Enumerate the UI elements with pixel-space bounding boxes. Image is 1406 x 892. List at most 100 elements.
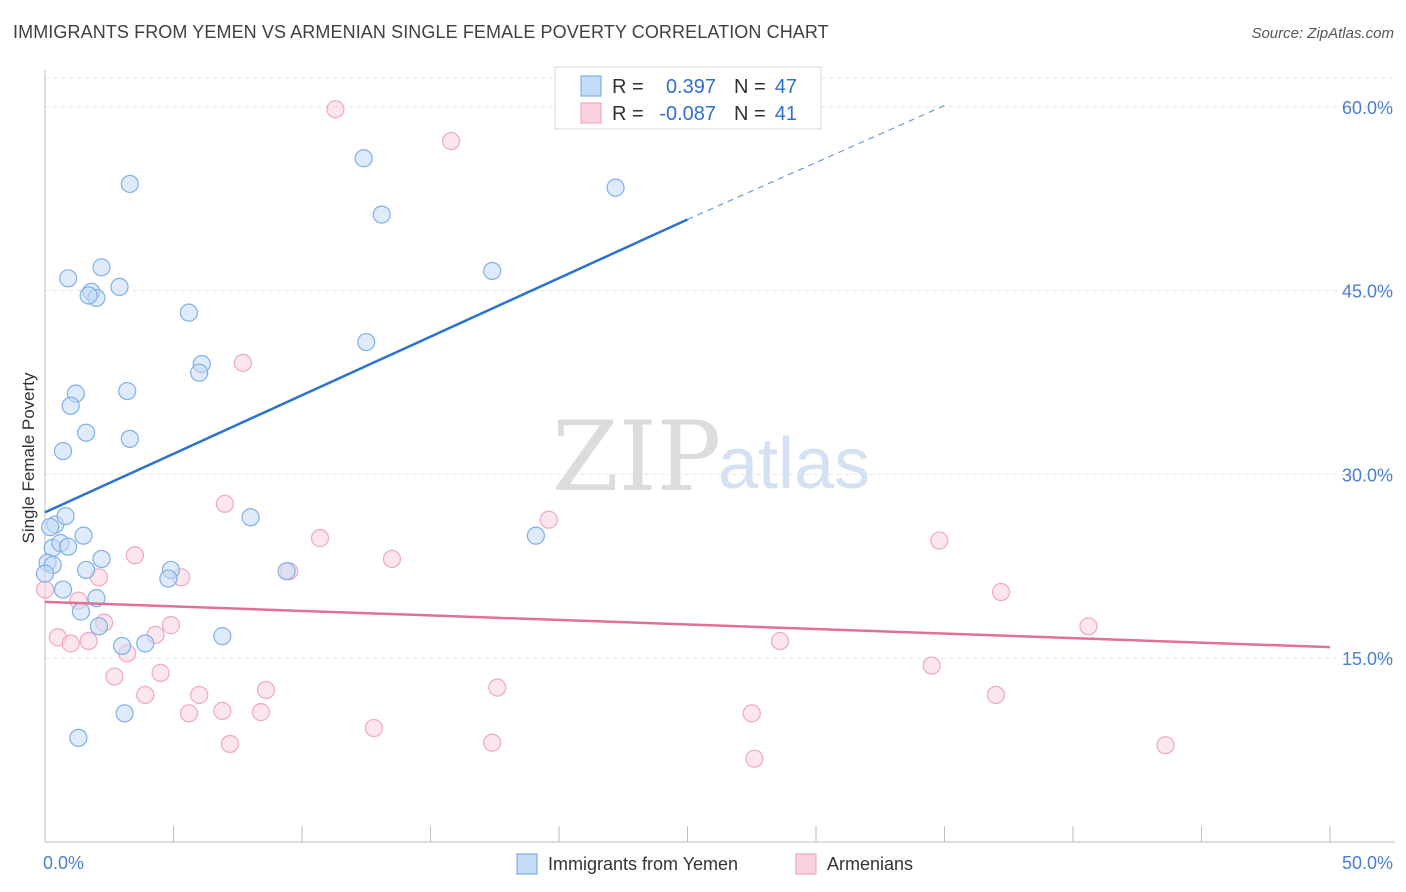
- point-yemen: [35, 564, 55, 583]
- point-armenians: [441, 131, 461, 151]
- point-yemen: [372, 205, 391, 224]
- watermark-atlas: atlas: [718, 424, 870, 504]
- series-legend-label-yemen: Immigrants from Yemen: [548, 854, 738, 874]
- point-yemen: [110, 277, 129, 296]
- point-armenians: [770, 631, 790, 651]
- legend-r-value-yemen: 0.397: [666, 76, 716, 98]
- point-armenians: [539, 510, 558, 529]
- legend-r-label-armenians: R =: [612, 103, 644, 125]
- series-legend: Immigrants from Yemen Armenians: [516, 853, 913, 875]
- point-armenians: [930, 531, 949, 550]
- point-yemen: [213, 627, 232, 646]
- point-yemen: [136, 634, 155, 653]
- y-tick-label: 60.0%: [1342, 98, 1393, 118]
- point-armenians: [922, 656, 941, 675]
- correlation-legend: R = 0.397 N = 47 R = -0.087 N = 41: [554, 66, 822, 130]
- point-armenians: [213, 701, 232, 720]
- point-armenians: [125, 546, 145, 565]
- point-armenians: [190, 685, 209, 705]
- point-armenians: [215, 494, 234, 513]
- point-armenians: [179, 704, 199, 723]
- point-yemen: [71, 602, 91, 621]
- legend-swatch-armenians: [580, 102, 602, 124]
- point-yemen: [483, 261, 502, 281]
- point-armenians: [483, 733, 502, 752]
- point-armenians: [326, 100, 345, 119]
- point-yemen: [56, 506, 75, 526]
- series-legend-label-armenians: Armenians: [827, 854, 913, 874]
- series-legend-swatch-armenians: [795, 853, 817, 875]
- point-armenians: [1079, 617, 1098, 636]
- point-yemen: [41, 517, 60, 537]
- point-armenians: [151, 663, 170, 682]
- point-yemen: [92, 258, 111, 277]
- point-armenians: [991, 582, 1011, 602]
- point-yemen: [89, 617, 109, 636]
- point-yemen: [118, 381, 137, 401]
- point-armenians: [1156, 736, 1175, 755]
- point-yemen: [77, 423, 96, 442]
- legend-n-value-armenians: 41: [775, 103, 797, 125]
- x-tick-labels: 0.0% 50.0%: [43, 853, 1393, 873]
- point-yemen: [79, 286, 98, 305]
- point-yemen: [61, 396, 80, 415]
- point-yemen: [120, 174, 139, 194]
- chart-source: Source: ZipAtlas.com: [1251, 25, 1394, 42]
- legend-n-value-yemen: 47: [775, 76, 797, 98]
- point-yemen: [92, 549, 111, 569]
- point-armenians: [364, 718, 384, 738]
- point-armenians: [382, 549, 402, 569]
- point-yemen: [59, 269, 78, 288]
- legend-n-label-armenians: N =: [734, 103, 766, 125]
- chart-title: IMMIGRANTS FROM YEMEN VS ARMENIAN SINGLE…: [13, 22, 829, 42]
- trend-lines: [44, 104, 1331, 649]
- point-yemen: [53, 580, 73, 599]
- data-points: [35, 100, 1175, 768]
- point-yemen: [53, 441, 73, 461]
- point-armenians: [256, 680, 276, 700]
- point-armenians: [105, 667, 124, 686]
- watermark-zip: ZIP: [552, 401, 721, 513]
- point-armenians: [488, 678, 507, 697]
- point-armenians: [233, 353, 252, 372]
- x-tick-label: 0.0%: [43, 853, 84, 873]
- point-yemen: [59, 537, 78, 556]
- point-yemen: [112, 636, 132, 656]
- y-tick-label: 15.0%: [1342, 649, 1393, 669]
- legend-r-label-yemen: R =: [612, 76, 644, 98]
- y-tick-labels: 15.0% 30.0% 45.0% 60.0%: [1342, 98, 1393, 669]
- point-armenians: [136, 685, 155, 705]
- point-yemen: [159, 569, 178, 588]
- point-armenians: [742, 704, 761, 723]
- y-tick-label: 45.0%: [1342, 282, 1393, 302]
- trend-line-yemen-extension: [687, 104, 945, 221]
- point-armenians: [986, 685, 1006, 705]
- point-yemen: [179, 303, 199, 322]
- x-tick-label: 50.0%: [1342, 853, 1393, 873]
- point-yemen: [277, 562, 296, 581]
- legend-n-label-yemen: N =: [734, 76, 766, 98]
- point-yemen: [77, 560, 96, 580]
- point-yemen: [74, 526, 93, 545]
- trend-line-yemen: [44, 218, 689, 514]
- point-yemen: [354, 149, 373, 168]
- point-yemen: [241, 508, 260, 527]
- y-axis-title: Single Female Poverty: [19, 372, 38, 544]
- point-armenians: [310, 529, 330, 548]
- axes: [44, 70, 1395, 843]
- point-armenians: [61, 634, 80, 653]
- point-yemen: [69, 728, 88, 747]
- watermark: ZIP atlas: [552, 401, 870, 513]
- point-yemen: [120, 429, 139, 448]
- point-armenians: [35, 580, 55, 599]
- point-armenians: [745, 749, 764, 768]
- legend-r-value-armenians: -0.087: [659, 103, 716, 125]
- trend-line-armenians: [44, 600, 1331, 649]
- point-armenians: [79, 631, 98, 651]
- point-yemen: [526, 526, 545, 545]
- point-yemen: [190, 363, 209, 382]
- point-yemen: [357, 332, 376, 352]
- point-armenians: [251, 703, 270, 722]
- point-armenians: [161, 616, 181, 635]
